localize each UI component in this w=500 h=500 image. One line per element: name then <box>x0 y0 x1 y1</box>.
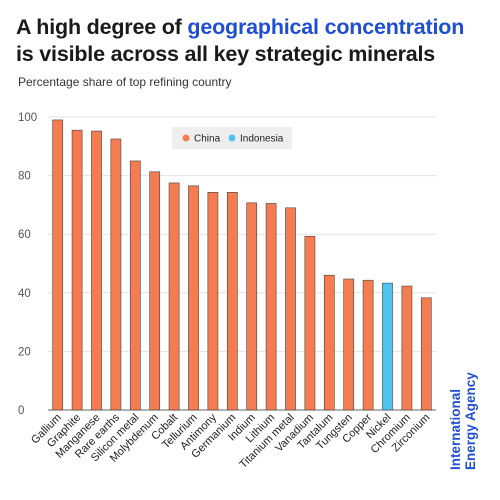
bar-indium <box>246 202 258 411</box>
legend-label: Indonesia <box>240 134 284 145</box>
bar-germanium <box>226 192 238 411</box>
bar-graphite <box>71 129 83 411</box>
y-tick-label: 0 <box>18 405 24 417</box>
legend: China Indonesia <box>172 127 292 149</box>
bar-molybdenum <box>149 171 161 411</box>
y-axis: 0 20 40 60 80 100 <box>18 112 37 417</box>
y-tick-label: 40 <box>18 288 31 300</box>
legend-swatch <box>182 134 190 142</box>
bar-cobalt <box>168 182 180 411</box>
bars <box>52 119 432 411</box>
title-part2: is visible across all key strategic mine… <box>16 42 436 66</box>
bar-tantalum <box>323 274 335 411</box>
y-tick-label: 80 <box>18 171 31 183</box>
chart-title: A high degree of geographical concentrat… <box>16 14 486 68</box>
legend-label: China <box>194 134 221 145</box>
legend-swatch <box>228 134 236 142</box>
bar-lithium <box>265 203 277 411</box>
gridlines <box>48 116 436 411</box>
bar-antimony <box>207 192 219 411</box>
y-tick-label: 100 <box>18 112 37 124</box>
bar-zirconium <box>420 297 432 411</box>
bar-tungsten <box>343 278 355 411</box>
chart-subtitle: Percentage share of top refining country <box>18 75 232 89</box>
brand-line2: Energy Agency <box>463 372 478 470</box>
bar-rare-earths <box>110 138 122 411</box>
bar-tellurium <box>188 185 199 411</box>
bar-nickel <box>382 282 393 411</box>
bar-chromium <box>401 285 413 411</box>
title-part1: A high degree of <box>16 15 188 39</box>
bar-silicon-metal <box>129 160 141 411</box>
bar-manganese <box>91 130 102 411</box>
bar-vanadium <box>304 235 316 411</box>
bar-gallium <box>52 119 64 411</box>
iea-logo: International Energy Agency <box>448 372 478 470</box>
bar-titanium-metal <box>285 207 296 411</box>
y-tick-label: 20 <box>18 346 31 358</box>
y-tick-label: 60 <box>18 229 31 241</box>
brand-line1: International <box>448 388 463 470</box>
title-highlight: geographical concentration <box>187 15 465 39</box>
bar-copper <box>362 279 374 411</box>
